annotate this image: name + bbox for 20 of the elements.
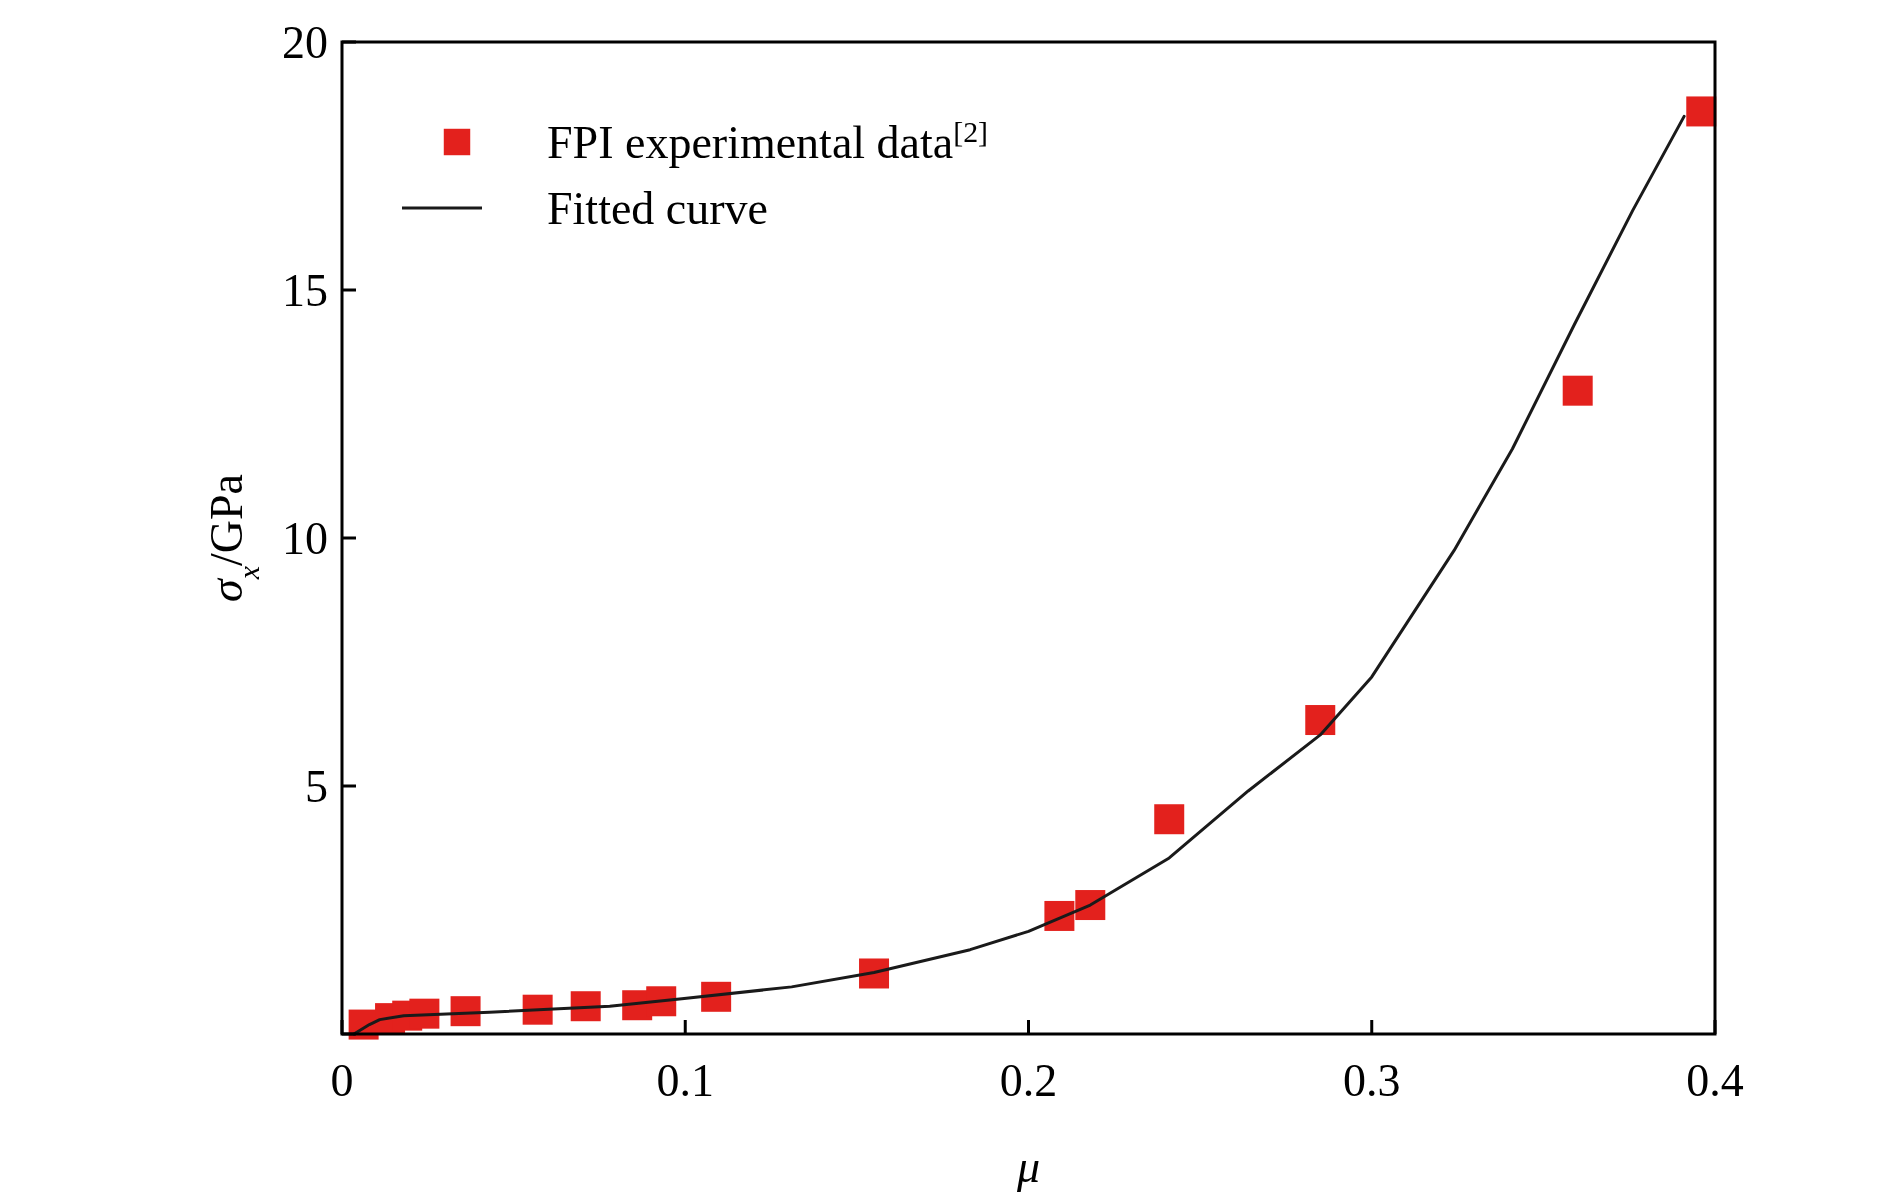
x-tick-label: 0: [330, 1055, 354, 1106]
point: [1562, 375, 1593, 406]
x-axis-title: μ: [1015, 1141, 1041, 1192]
y-tick-label: 10: [282, 513, 328, 564]
x-tick-label: 0.1: [656, 1055, 714, 1106]
legend-label: FPI experimental data$^{[2]}$: [547, 114, 989, 168]
point: [409, 998, 440, 1029]
x-tick-label: 0.2: [999, 1055, 1058, 1106]
y-tick-label: 20: [282, 17, 328, 68]
x-tick-label: 0.4: [1686, 1055, 1744, 1106]
y-tick-label: 5: [305, 761, 328, 812]
point: [1305, 705, 1336, 736]
point: [1154, 804, 1185, 835]
point: [701, 981, 732, 1012]
point: [450, 996, 481, 1027]
x-tick-label: 0.3: [1343, 1055, 1401, 1106]
y-tick-label: 15: [282, 265, 328, 316]
legend-label: Fitted curve: [547, 183, 768, 234]
point: [1686, 96, 1717, 127]
point: [570, 991, 601, 1022]
